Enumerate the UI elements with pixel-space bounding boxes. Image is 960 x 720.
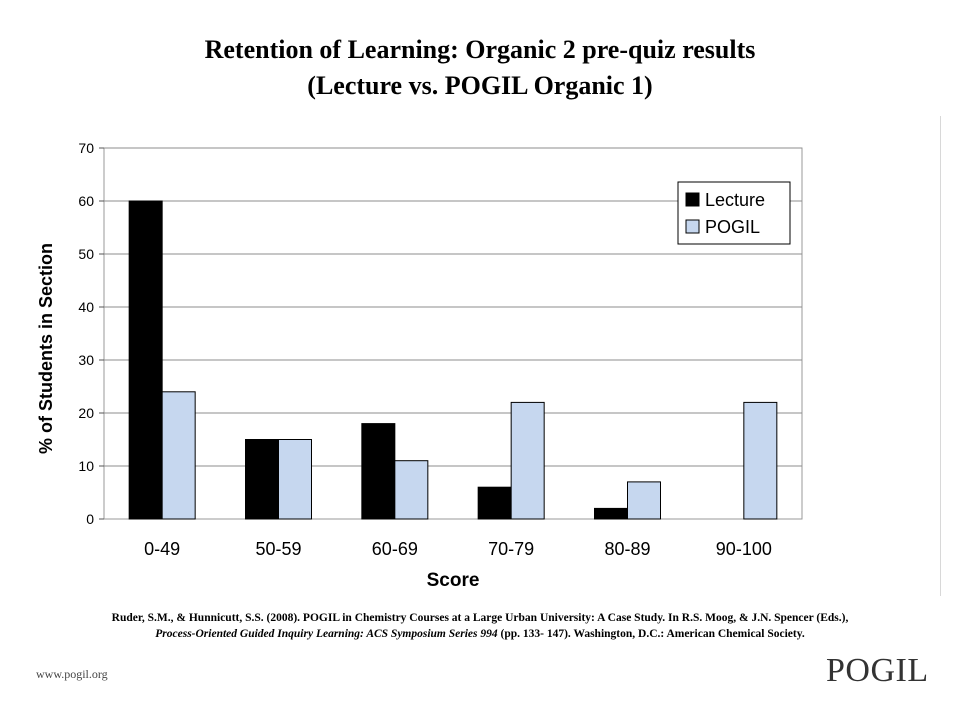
bar-lecture-80-89 [594,507,628,520]
bar-pogil-80-89 [627,481,661,520]
slide-title-line2: (Lecture vs. POGIL Organic 1) [307,71,653,100]
y-tick-label: 40 [78,299,94,315]
y-tick-label: 60 [78,193,94,209]
citation-line1: Ruder, S.M., & Hunnicutt, S.S. (2008). P… [111,612,849,624]
bar-pogil-60-69 [394,460,429,520]
bar-pogil-90-100 [743,401,778,520]
x-tick-label: 0-49 [144,539,180,559]
slide-title: Retention of Learning: Organic 2 pre-qui… [0,32,960,104]
x-axis-title: Score [427,570,480,591]
x-tick-label: 70-79 [488,539,534,559]
bar-lecture-0-49 [128,200,163,520]
slide-title-line1: Retention of Learning: Organic 2 pre-qui… [204,35,756,64]
y-tick-label: 50 [78,246,94,262]
bar-pogil-50-59 [278,439,312,520]
x-tick-label: 90-100 [716,539,772,559]
y-tick-label: 0 [86,511,94,527]
bar-chart: 0 10 20 30 40 50 60 70 0-49 50-59 60-69 70-79 80-89 9… [36,140,803,591]
citation-series-title: Process-Oriented Guided Inquiry Learning… [155,628,498,640]
x-tick-label: 50-59 [255,539,301,559]
footer-url: www.pogil.org [36,667,108,681]
y-tick-label: 10 [78,458,94,474]
bar-pogil-0-49 [161,391,196,520]
pogil-logo: POGIL [826,652,929,689]
citation-line2: Process-Oriented Guided Inquiry Learning… [0,626,960,642]
bar-lecture-70-79 [477,486,512,520]
y-tick-label: 70 [78,140,94,156]
legend-label-lecture: Lecture [705,190,765,210]
bar-lecture-60-69 [361,423,396,520]
bar-lecture-50-59 [245,439,279,520]
legend-swatch-lecture [685,192,700,207]
citation-pages: (pp. 133- 147). Washington, D.C.: Americ… [497,628,805,640]
y-axis-title: % of Students in Section [36,243,56,454]
legend-label-pogil: POGIL [705,217,760,237]
x-tick-label: 60-69 [372,539,418,559]
citation: Ruder, S.M., & Hunnicutt, S.S. (2008). P… [0,610,960,642]
legend-swatch-pogil [685,219,700,234]
bar-pogil-70-79 [510,401,545,520]
y-tick-label: 30 [78,352,94,368]
legend-box [677,181,791,245]
x-tick-label: 80-89 [604,539,650,559]
divider-line [940,116,941,596]
y-tick-label: 20 [78,405,94,421]
